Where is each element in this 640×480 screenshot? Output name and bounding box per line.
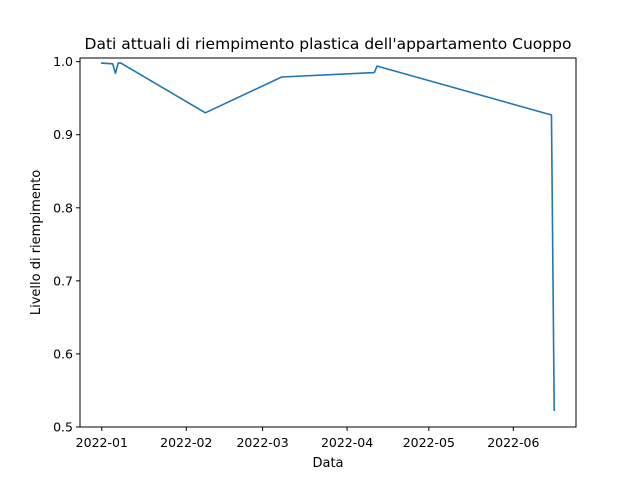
series-line-0 <box>100 62 556 411</box>
x-axis: 2022-01 2022-02 2022-03 2022-04 2022-05 2022-… <box>76 427 539 450</box>
x-tick-label: 2022-05 <box>403 435 455 450</box>
y-axis-label: Livello di riempimento <box>29 170 44 315</box>
series-layer <box>100 62 556 411</box>
y-tick-label: 1.0 <box>53 54 73 69</box>
x-tick-label: 2022-02 <box>160 435 212 450</box>
y-tick-label: 0.5 <box>53 420 73 435</box>
y-tick-label: 0.6 <box>53 346 73 361</box>
x-tick-label: 2022-04 <box>321 435 373 450</box>
x-tick-label: 2022-03 <box>236 435 288 450</box>
x-tick-label: 2022-06 <box>487 435 539 450</box>
y-tick-label: 0.8 <box>53 200 73 215</box>
y-tick-label: 0.9 <box>53 127 73 142</box>
chart-title: Dati attuali di riempimento plastica del… <box>85 35 572 53</box>
plot-frame <box>79 57 577 428</box>
y-tick-label: 0.7 <box>53 273 73 288</box>
x-axis-label: Data <box>312 456 343 471</box>
x-tick-label: 2022-01 <box>76 435 128 450</box>
y-axis: 0.5 0.6 0.7 0.8 0.9 1.0 <box>53 54 80 435</box>
